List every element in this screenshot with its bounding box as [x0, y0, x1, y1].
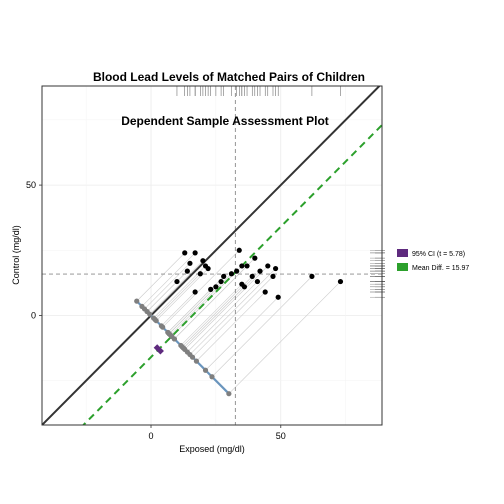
data-point — [275, 294, 281, 300]
projected-points — [134, 298, 232, 397]
data-point — [174, 278, 180, 285]
y-tick-label: 0 — [31, 310, 36, 320]
projected-point — [134, 298, 140, 304]
connector-line — [189, 268, 276, 355]
connector-line — [144, 263, 191, 310]
data-point — [254, 278, 261, 285]
data-point — [200, 258, 206, 264]
data-point — [262, 289, 268, 295]
data-points — [174, 247, 344, 300]
y-tick-label: 50 — [26, 180, 36, 190]
connector-line — [181, 276, 253, 347]
connector-line — [183, 270, 261, 349]
legend: 95% CI (t = 5.78) Mean Diff. = 15.97 — [392, 245, 480, 279]
projected-point — [171, 336, 177, 342]
connector-line — [196, 291, 266, 362]
data-point — [208, 286, 214, 292]
data-point — [213, 284, 219, 290]
data-point — [257, 268, 263, 274]
connector-line — [174, 257, 256, 340]
legend-label: Mean Diff. = 15.97 — [412, 265, 469, 272]
projected-point — [193, 358, 200, 364]
data-point — [197, 271, 203, 277]
chart-title-line2: Blood Lead Levels of Matched Pairs of Ch… — [93, 70, 365, 84]
connector-line — [211, 276, 313, 377]
data-point — [221, 273, 227, 279]
y-axis-label: Control (mg/dl) — [11, 225, 21, 285]
connector-line — [192, 276, 274, 358]
connector-line — [155, 268, 209, 321]
projected-point — [139, 303, 145, 309]
projected-point — [160, 324, 166, 330]
identity-line — [42, 86, 381, 425]
data-point — [244, 263, 250, 269]
data-point — [272, 265, 279, 272]
data-point — [241, 284, 248, 290]
mean-difference-line — [82, 123, 382, 425]
x-tick-label: 0 — [148, 431, 153, 441]
axes: 0 50 0 50 — [26, 85, 383, 441]
data-point — [234, 268, 240, 274]
data-point — [192, 289, 198, 295]
projected-point — [187, 351, 193, 358]
data-point — [236, 247, 242, 253]
connector-line — [180, 283, 243, 346]
data-point — [192, 250, 198, 256]
connector-line — [153, 265, 206, 319]
data-point — [187, 260, 193, 266]
data-point — [249, 273, 255, 279]
rug-marks — [176, 85, 385, 298]
connector-line — [146, 270, 188, 312]
legend-swatch — [397, 263, 408, 271]
data-point — [265, 263, 271, 269]
data-point — [337, 278, 344, 285]
x-tick-label: 50 — [276, 431, 286, 441]
x-axis-label: Exposed (mg/dl) — [179, 444, 245, 454]
chart-title-line1: Dependent Sample Assessment Plot — [121, 114, 329, 128]
connector-line — [187, 281, 258, 353]
data-point — [182, 250, 188, 256]
projected-point — [202, 367, 209, 373]
projected-point — [153, 318, 159, 324]
connector-line — [162, 250, 240, 328]
connector-line — [205, 297, 279, 371]
data-point — [218, 278, 224, 285]
data-point — [239, 263, 245, 269]
panel-border — [41, 85, 383, 426]
projected-point — [226, 391, 232, 397]
data-point — [228, 271, 235, 277]
connector-line — [154, 273, 201, 320]
connector-line — [228, 281, 341, 394]
connector-line — [136, 252, 185, 302]
data-point — [252, 255, 258, 261]
data-point — [270, 273, 276, 279]
ci-bar — [153, 344, 164, 355]
projected-point — [147, 311, 153, 317]
connector-line — [149, 260, 204, 315]
legend-swatch — [397, 249, 408, 257]
data-point — [205, 265, 211, 272]
data-point — [184, 268, 190, 274]
connector-line — [161, 291, 196, 327]
data-point — [309, 273, 315, 279]
connector-line — [184, 265, 269, 350]
legend-label: 95% CI (t = 5.78) — [412, 251, 465, 258]
projected-point — [182, 346, 188, 352]
connector-line — [141, 252, 196, 307]
projected-point — [209, 374, 215, 380]
